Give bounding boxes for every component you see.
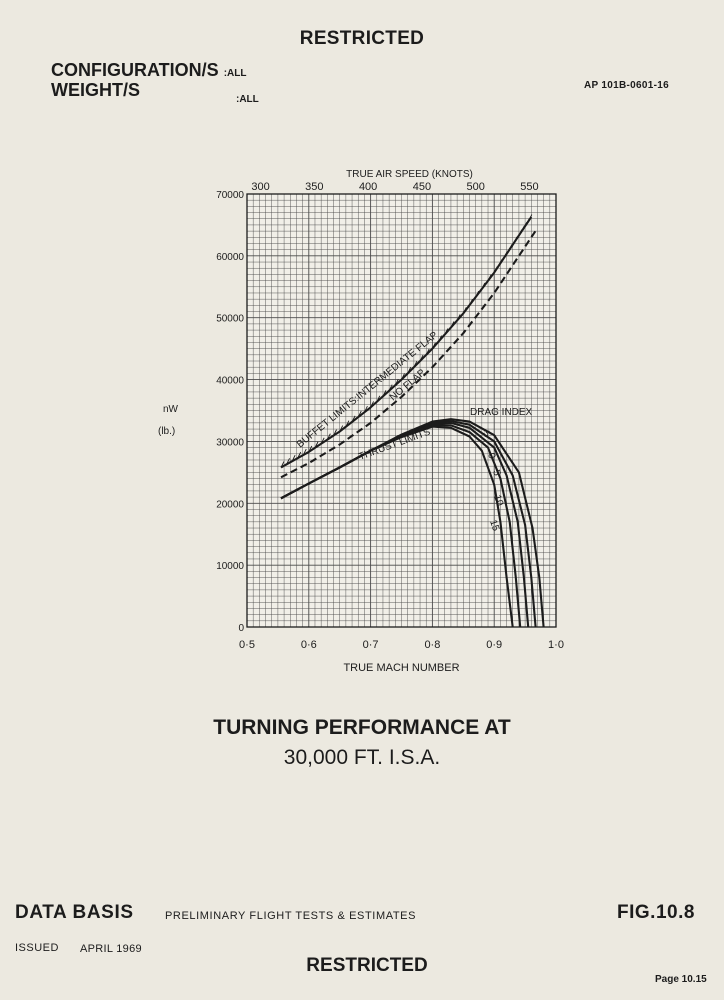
buffet-hatch	[382, 390, 387, 397]
buffet-hatch	[407, 367, 412, 374]
buffet-hatch	[291, 455, 296, 462]
weight-label: WEIGHT/S	[51, 80, 140, 100]
issued-label: ISSUED	[15, 942, 59, 954]
series-line-buffet-limits-intermediate-flap	[280, 216, 533, 469]
figure-number: FIG.10.8	[617, 902, 695, 923]
turning-performance-chart: 0·5 0·6 0·7 0·8 0·9 1·0 TRUE MACH NUMBER 0 10000…	[158, 169, 564, 674]
buffet-hatch	[326, 433, 331, 440]
buffet-hatch	[425, 348, 430, 356]
data-basis-label: DATA BASIS	[15, 902, 134, 923]
y-tick-label: 20000	[216, 499, 244, 510]
buffet-hatch	[351, 415, 356, 423]
x2-tick-label: 350	[305, 181, 323, 193]
buffet-hatch	[528, 214, 533, 221]
x-axis-label: TRUE MACH NUMBER	[343, 662, 459, 674]
buffet-hatch	[462, 307, 467, 314]
page-number: Page 10.15	[655, 974, 707, 985]
y-tick-label: 50000	[216, 314, 244, 325]
x2-tick-label: 450	[413, 181, 431, 193]
series-line-15	[280, 418, 545, 628]
figure-title-line1: TURNING PERFORMANCE AT	[213, 716, 511, 739]
y-tick-label: 70000	[216, 190, 244, 201]
buffet-hatch	[320, 437, 325, 444]
configuration-label: CONFIGURATION/S	[51, 60, 219, 80]
y-tick-label: 60000	[216, 252, 244, 263]
buffet-hatch	[525, 218, 530, 225]
buffet-hatch	[280, 461, 285, 468]
buffet-hatch	[438, 335, 442, 342]
x-tick-label: 0·5	[239, 639, 255, 651]
buffet-hatch	[364, 406, 368, 413]
figure-title-line2: 30,000 FT. I.S.A.	[283, 746, 441, 769]
y-tick-label: 0	[238, 623, 244, 634]
buffet-hatch	[388, 384, 393, 391]
buffet-hatch	[520, 225, 525, 232]
buffet-hatch	[469, 299, 473, 306]
buffet-hatch	[456, 314, 461, 321]
buffet-hatch	[481, 282, 486, 290]
buffet-hatch	[493, 266, 498, 273]
classification-footer: RESTRICTED	[306, 955, 428, 976]
buffet-hatch	[475, 290, 480, 298]
buffet-hatch	[413, 360, 418, 368]
buffet-hatch	[357, 410, 362, 418]
buffet-hatch	[513, 236, 518, 244]
weight-value: :ALL	[236, 94, 259, 105]
x-tick-label: 0·6	[301, 639, 317, 651]
x-tick-label: 0·7	[363, 639, 379, 651]
x2-tick-label: 400	[359, 181, 377, 193]
classification-header: RESTRICTED	[299, 28, 425, 49]
issued-date: APRIL 1969	[80, 943, 142, 955]
x-tick-label: 1·0	[548, 639, 564, 651]
buffet-hatch	[419, 354, 424, 362]
buffet-hatch	[431, 342, 436, 349]
buffet-hatch	[508, 244, 513, 251]
x2-tick-label: 550	[520, 181, 538, 193]
data-basis-value: PRELIMINARY FLIGHT TESTS & ESTIMATES	[165, 910, 417, 922]
buffet-hatch	[444, 328, 449, 335]
buffet-hatch	[370, 401, 375, 408]
y-axis-label: nW	[163, 404, 179, 415]
drag-index-label: 5	[490, 469, 502, 478]
buffet-hatch	[487, 274, 492, 281]
buffet-hatch	[297, 451, 302, 459]
buffet-hatch	[503, 251, 508, 258]
buffet-hatch	[333, 429, 337, 436]
drag-index-label: 0	[485, 452, 497, 461]
buffet-hatch	[308, 445, 313, 453]
annotation-drag-index: DRAG INDEX	[470, 407, 533, 418]
y-tick-label: 10000	[216, 561, 244, 572]
configuration-block: CONFIGURATION/S :ALL WEIGHT/S :ALL	[51, 60, 259, 105]
buffet-hatch	[376, 395, 381, 403]
x2-axis-label: TRUE AIR SPEED (KNOTS)	[346, 169, 473, 180]
series-line-no-flap	[280, 227, 539, 479]
buffet-hatch	[498, 258, 503, 266]
y-tick-label: 30000	[216, 437, 244, 448]
buffet-hatch	[523, 221, 528, 229]
drag-index-label: 15	[487, 519, 501, 533]
buffet-hatch	[394, 378, 399, 386]
buffet-hatch	[302, 448, 307, 456]
buffet-hatch	[401, 373, 405, 380]
drag-index-label: 10	[491, 494, 505, 508]
buffet-hatch	[286, 458, 290, 465]
y-axis-unit: (lb.)	[158, 426, 175, 437]
document-reference: AP 101B-0601-16	[584, 80, 669, 91]
buffet-hatch	[314, 441, 319, 449]
buffet-hatch	[345, 420, 350, 427]
x-tick-label: 0·8	[424, 639, 440, 651]
configuration-value: :ALL	[223, 68, 247, 79]
buffet-hatch	[518, 229, 523, 236]
plot-frame	[246, 193, 557, 628]
x2-tick-label: 500	[466, 181, 484, 193]
buffet-hatch	[450, 321, 455, 328]
y-tick-label: 40000	[216, 376, 244, 387]
x2-tick-label: 300	[251, 181, 269, 193]
x-tick-label: 0·9	[486, 639, 502, 651]
buffet-hatch	[339, 425, 344, 432]
